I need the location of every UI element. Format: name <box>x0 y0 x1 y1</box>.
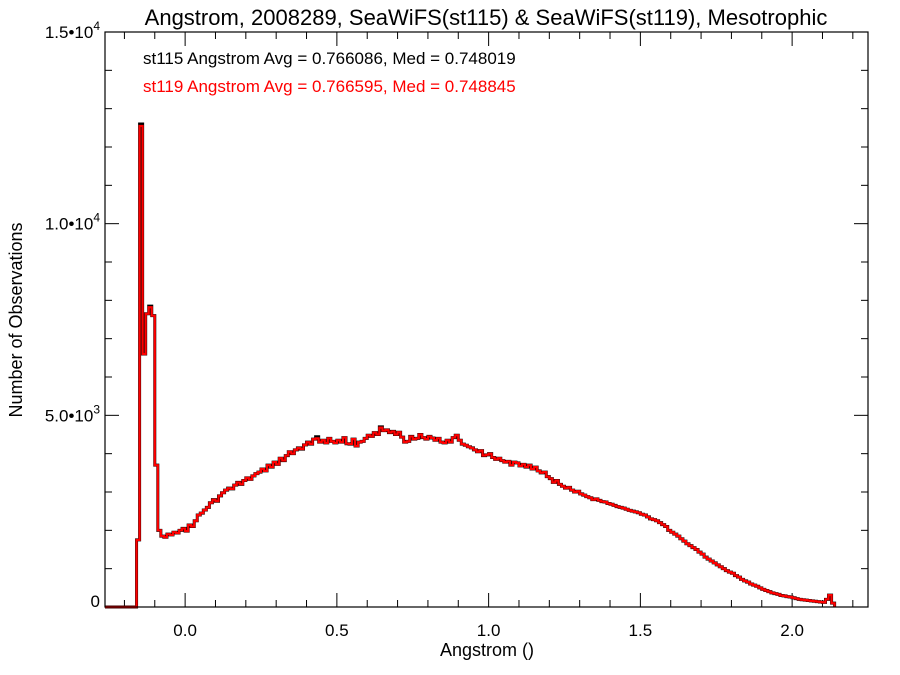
chart-title: Angstrom, 2008289, SeaWiFS(st115) & SeaW… <box>145 5 828 30</box>
x-tick-label: 0.0 <box>173 621 197 640</box>
x-tick-label: 1.5 <box>629 621 653 640</box>
y-tick-label: 1.0•104 <box>45 211 101 234</box>
x-tick-label: 1.0 <box>477 621 501 640</box>
series-st115-line <box>105 122 837 609</box>
y-tick-label: 0 <box>91 592 100 611</box>
x-tick-label: 2.0 <box>780 621 804 640</box>
y-axis-label: Number of Observations <box>6 222 26 417</box>
annotation-st119: st119 Angstrom Avg = 0.766595, Med = 0.7… <box>143 77 516 96</box>
histogram-series <box>105 122 837 609</box>
annotation-st115: st115 Angstrom Avg = 0.766086, Med = 0.7… <box>143 49 516 68</box>
y-tick-label: 5.0•103 <box>45 402 101 425</box>
x-axis-label: Angstrom () <box>440 640 534 660</box>
series-st119-line <box>105 124 836 609</box>
axes: 0.0 0.5 1.0 1.5 2.0 0 5.0•103 1.0•104 1.5•104 <box>45 19 868 640</box>
y-tick-label: 1.5•104 <box>45 19 101 42</box>
x-tick-label: 0.5 <box>325 621 349 640</box>
plot-frame <box>104 31 869 608</box>
